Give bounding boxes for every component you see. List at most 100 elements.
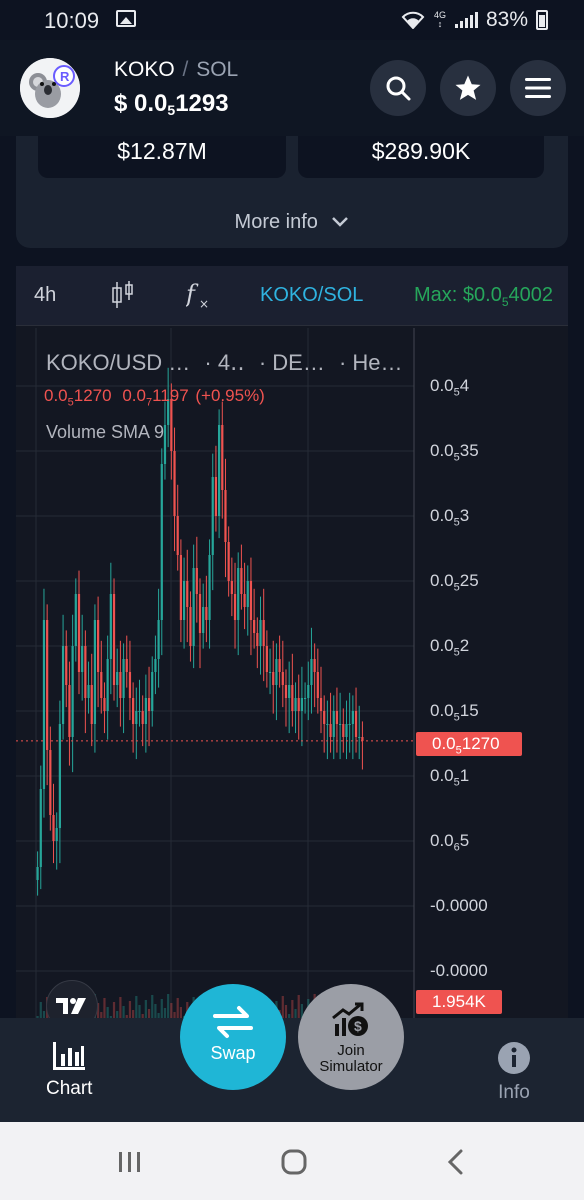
volume-bar	[122, 1006, 125, 1022]
search-button[interactable]	[370, 60, 426, 116]
candle-body	[84, 646, 87, 698]
candle-body	[221, 425, 224, 490]
candle-body	[297, 698, 300, 711]
candle-body	[243, 594, 246, 607]
candle-body	[230, 581, 233, 594]
candle-body	[307, 685, 310, 698]
join-simulator-button[interactable]: $ Join Simulator	[298, 984, 404, 1090]
legend-symbol[interactable]: KOKO/USD …	[46, 350, 191, 375]
home-icon[interactable]	[280, 1148, 308, 1176]
candle-body	[55, 828, 58, 841]
candle-body	[96, 620, 100, 672]
system-navigation-bar	[0, 1122, 584, 1200]
volume-bar	[147, 1009, 151, 1022]
volume-bar	[176, 998, 179, 1022]
token-price: $ 0.051293	[114, 90, 229, 118]
candle-body	[49, 750, 52, 815]
price-axis-tick: 0.0535	[430, 441, 479, 464]
candle-body	[58, 724, 61, 828]
tradingview-logo[interactable]	[46, 980, 98, 1022]
candle-type-button[interactable]	[110, 280, 136, 316]
swap-button[interactable]: Swap	[180, 984, 286, 1090]
volume-indicator-label[interactable]: Volume SMA 9	[46, 422, 165, 442]
candle-body	[294, 698, 297, 711]
candle-body	[310, 659, 313, 685]
candle-body	[326, 724, 329, 725]
volume-bar	[173, 1012, 176, 1022]
candle-body	[65, 646, 68, 685]
nav-chart[interactable]: Chart	[46, 1040, 92, 1100]
candle-body	[163, 425, 167, 464]
candle-body	[100, 672, 103, 698]
volume-bar	[294, 1009, 297, 1022]
legend-value-b: 0.071197	[122, 386, 189, 409]
candle-body	[154, 659, 157, 672]
volume-bar	[106, 1007, 109, 1022]
candle-body	[265, 646, 268, 672]
candle-body	[342, 724, 345, 737]
candle-body	[249, 581, 253, 620]
pair-title: KOKO / SOL	[114, 58, 238, 82]
volume-bar	[157, 1013, 160, 1022]
candle-body	[198, 594, 202, 633]
price-axis-tick: 0.0525	[430, 571, 479, 594]
simulator-chart-icon: $	[332, 1002, 368, 1036]
price-axis-tick: 0.065	[430, 831, 470, 854]
candle-body	[339, 724, 342, 725]
stats-card: $12.87M $289.90K More info	[16, 136, 568, 248]
candle-body	[74, 594, 77, 646]
candle-body	[281, 672, 284, 685]
candle-body	[157, 620, 160, 659]
legend-style: · He…	[338, 350, 403, 375]
volume-bar	[167, 994, 170, 1022]
network-type-icon: 4G ↕	[433, 10, 446, 29]
candle-body	[125, 659, 128, 672]
swap-arrows-icon	[213, 1006, 253, 1038]
token-avatar[interactable]: R	[20, 58, 80, 118]
price-axis-tick: 0.053	[430, 506, 470, 529]
chart-area[interactable]: KOKO/USD … · 4‥ · DE… · He… 0.051270 0.0…	[16, 328, 568, 1022]
volume-bar	[119, 997, 122, 1022]
price-axis-tick: 0.051	[430, 766, 470, 789]
more-info-button[interactable]: More info	[16, 200, 568, 248]
chart-toolbar: 4h f × KOKO/SOL Max: $0.054002	[16, 266, 568, 326]
status-bar: 10:09 4G ↕ 83%	[0, 0, 584, 40]
nav-info[interactable]: Info	[496, 1040, 532, 1104]
candle-body	[138, 711, 141, 712]
pair-separator: /	[182, 58, 189, 81]
candle-body	[71, 646, 74, 737]
tradingview-icon	[56, 998, 86, 1014]
candle-body	[106, 659, 109, 711]
max-price-label: Max: $0.054002	[414, 284, 554, 309]
candle-body	[176, 516, 179, 555]
back-icon[interactable]	[446, 1148, 466, 1176]
candle-body	[93, 620, 97, 724]
pair-symbol-button[interactable]: KOKO/SOL	[260, 284, 364, 306]
price-axis-tick: 0.0515	[430, 701, 479, 724]
interval-selector[interactable]: 4h	[34, 284, 57, 306]
volume-bar	[100, 1012, 103, 1022]
candle-body	[300, 698, 304, 711]
volume-bar	[128, 1001, 132, 1022]
candle-body	[351, 711, 354, 724]
volume-bar	[170, 1003, 173, 1022]
candle-body	[179, 555, 183, 620]
candle-body	[217, 425, 221, 516]
nav-chart-label: Chart	[46, 1078, 93, 1099]
menu-button[interactable]	[510, 60, 566, 116]
recent-apps-icon[interactable]	[116, 1150, 144, 1174]
candle-body	[288, 685, 291, 698]
volume-bar	[135, 996, 138, 1022]
candle-body	[348, 724, 351, 725]
chart-legend: KOKO/USD … · 4‥ · DE… · He…	[46, 350, 403, 376]
candle-body	[246, 581, 249, 607]
legend-values: 0.051270 0.071197 (+0.95%)	[44, 386, 265, 408]
candle-body	[151, 672, 154, 711]
legend-change: (+0.95%)	[195, 386, 265, 405]
favorite-button[interactable]	[440, 60, 496, 116]
candle-body	[262, 620, 265, 646]
candle-body	[358, 737, 361, 738]
indicators-button[interactable]: f ×	[184, 280, 212, 316]
candle-body	[224, 490, 227, 542]
candle-body	[112, 594, 116, 685]
